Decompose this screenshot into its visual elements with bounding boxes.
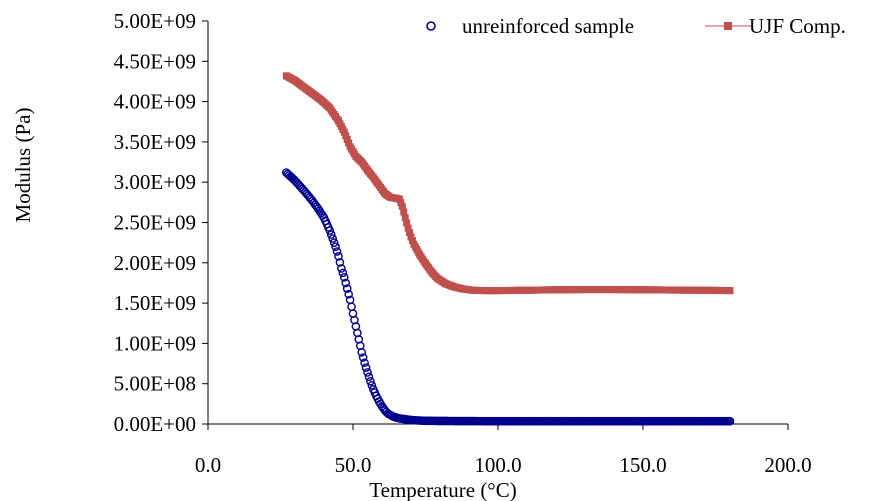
legend: unreinforced sample UJF Comp. bbox=[426, 14, 846, 38]
data-point bbox=[367, 381, 377, 390]
data-point bbox=[725, 416, 735, 426]
data-point bbox=[401, 214, 409, 222]
data-point bbox=[403, 219, 411, 227]
data-point bbox=[406, 229, 414, 237]
data-point bbox=[338, 268, 348, 278]
data-point bbox=[345, 139, 353, 147]
data-point bbox=[398, 202, 406, 210]
data-point bbox=[358, 353, 368, 362]
y-tick-label: 3.00E+09 bbox=[114, 170, 196, 194]
data-point bbox=[329, 238, 339, 247]
data-point bbox=[407, 233, 415, 241]
series-layer bbox=[281, 72, 735, 426]
data-point bbox=[328, 234, 338, 243]
y-tick-label: 4.50E+09 bbox=[114, 49, 196, 73]
data-point bbox=[344, 289, 353, 299]
data-point bbox=[357, 347, 367, 357]
data-point bbox=[342, 132, 350, 140]
data-point bbox=[334, 252, 343, 261]
data-point bbox=[337, 264, 346, 273]
data-point bbox=[395, 195, 403, 203]
x-axis-title: Temperature (°C) bbox=[369, 478, 516, 501]
y-ticks: 0.00E+00 5.00E+08 1.00E+09 1.50E+09 2.00E+09… bbox=[114, 9, 208, 436]
y-tick-label: 2.00E+09 bbox=[114, 251, 196, 275]
data-point bbox=[366, 376, 375, 386]
x-tick-label: 0.0 bbox=[195, 453, 221, 477]
data-point bbox=[339, 273, 349, 282]
y-tick-label: 3.50E+09 bbox=[114, 130, 196, 154]
data-point bbox=[341, 278, 351, 288]
data-point bbox=[343, 135, 351, 143]
data-point bbox=[397, 199, 405, 207]
y-axis-title: Modulus (Pa) bbox=[11, 108, 35, 223]
legend-marker-ujf bbox=[724, 22, 732, 30]
y-tick-label: 2.50E+09 bbox=[114, 211, 196, 235]
data-point bbox=[331, 242, 340, 251]
data-point bbox=[364, 372, 374, 382]
data-point bbox=[400, 208, 408, 216]
data-point bbox=[342, 284, 352, 293]
legend-label-unreinforced: unreinforced sample bbox=[462, 14, 634, 38]
data-point bbox=[363, 368, 372, 377]
data-point bbox=[335, 258, 345, 267]
data-point bbox=[408, 237, 416, 245]
x-tick-label: 150.0 bbox=[619, 453, 666, 477]
data-point bbox=[332, 247, 342, 256]
x-ticks: 0.0 50.0 100.0 150.0 200.0 bbox=[195, 424, 812, 477]
y-tick-label: 1.00E+09 bbox=[114, 331, 196, 355]
data-point bbox=[347, 302, 356, 312]
data-point bbox=[404, 224, 412, 232]
y-tick-label: 5.00E+09 bbox=[114, 9, 196, 33]
legend-marker-unreinforced bbox=[426, 21, 436, 31]
data-point bbox=[326, 230, 336, 239]
x-tick-label: 100.0 bbox=[474, 453, 521, 477]
x-tick-label: 200.0 bbox=[764, 453, 811, 477]
series-ujf-comp bbox=[282, 72, 734, 295]
series-unreinforced-sample bbox=[281, 168, 735, 426]
data-point bbox=[360, 358, 369, 368]
data-point bbox=[340, 128, 348, 136]
data-point bbox=[325, 226, 335, 235]
series-line bbox=[286, 75, 731, 292]
y-tick-label: 5.00E+08 bbox=[114, 372, 196, 396]
legend-label-ujf: UJF Comp. bbox=[749, 14, 846, 38]
y-tick-label: 4.00E+09 bbox=[114, 90, 196, 114]
data-point bbox=[361, 363, 371, 372]
data-point bbox=[726, 287, 734, 295]
x-tick-label: 50.0 bbox=[335, 453, 372, 477]
y-tick-label: 1.50E+09 bbox=[114, 291, 196, 315]
y-tick-label: 0.00E+00 bbox=[114, 412, 196, 436]
